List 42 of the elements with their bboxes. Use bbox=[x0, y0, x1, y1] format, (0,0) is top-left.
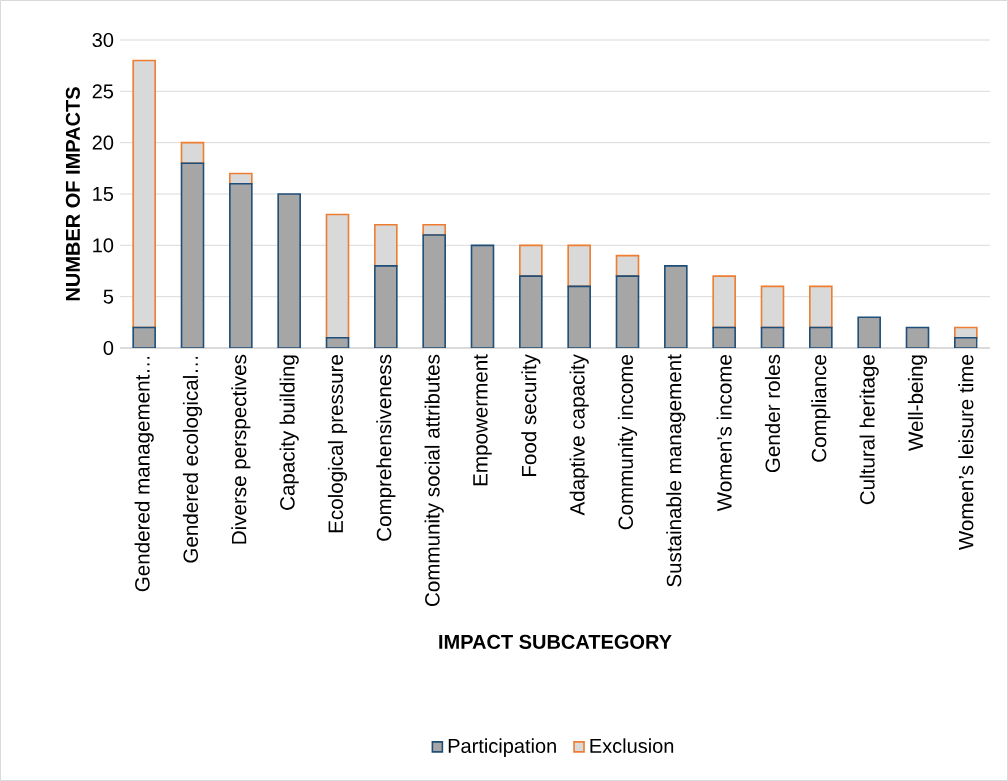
x-tick-label: Women’s income bbox=[716, 355, 732, 512]
x-tick-label: Compliance bbox=[811, 355, 831, 462]
x-tick-label: Adaptive capacity bbox=[569, 354, 589, 516]
bar bbox=[325, 213, 350, 339]
x-axis-title: IMPACT SUBCATEGORY bbox=[439, 634, 672, 649]
y-tick-label: 30 bbox=[92, 32, 114, 48]
y-tick-label: 10 bbox=[93, 238, 114, 253]
bar bbox=[809, 285, 833, 329]
bar bbox=[132, 59, 156, 329]
x-tick-label: Capacity building bbox=[279, 355, 299, 510]
x-tick-label: Gendered management… bbox=[134, 356, 154, 592]
x-tick-label: Diverse perspectives bbox=[231, 354, 251, 544]
y-tick-label: 25 bbox=[92, 84, 114, 99]
x-tick-label: Community income bbox=[617, 355, 638, 530]
y-tick-label: 5 bbox=[103, 289, 114, 304]
y-tick-label: 0 bbox=[103, 340, 114, 356]
y-tick-label: 15 bbox=[93, 187, 114, 201]
bar bbox=[277, 193, 301, 348]
legend-label: Participation bbox=[448, 738, 556, 757]
x-tick-label: Empowerment bbox=[473, 354, 492, 486]
bar bbox=[374, 224, 398, 267]
x-tick-label: Gender roles bbox=[764, 354, 781, 473]
bar bbox=[615, 275, 640, 348]
bar bbox=[712, 275, 736, 329]
legend-label: Exclusion bbox=[590, 738, 674, 753]
bar bbox=[229, 182, 253, 348]
x-tick-label: Comprehensiveness bbox=[376, 354, 396, 541]
y-axis-title: NUMBER OF IMPACTS bbox=[65, 87, 80, 301]
x-tick-label: Women’s leisure time bbox=[958, 355, 974, 551]
x-tick-label: Ecological pressure bbox=[327, 355, 348, 533]
x-tick-label: Gendered ecological… bbox=[182, 356, 203, 563]
x-tick-label: Cultural heritage bbox=[859, 355, 879, 505]
x-tick-label: Community social attributes bbox=[424, 354, 444, 607]
bar bbox=[470, 244, 495, 348]
x-tick-label: Well-being bbox=[907, 355, 928, 451]
x-tick-label: Sustainable management bbox=[666, 354, 686, 587]
y-tick-label: 20 bbox=[92, 135, 114, 150]
bar bbox=[519, 244, 543, 277]
bar bbox=[760, 285, 785, 329]
x-tick-label: Food security bbox=[521, 354, 541, 477]
bar bbox=[180, 162, 205, 348]
bar bbox=[567, 244, 591, 288]
